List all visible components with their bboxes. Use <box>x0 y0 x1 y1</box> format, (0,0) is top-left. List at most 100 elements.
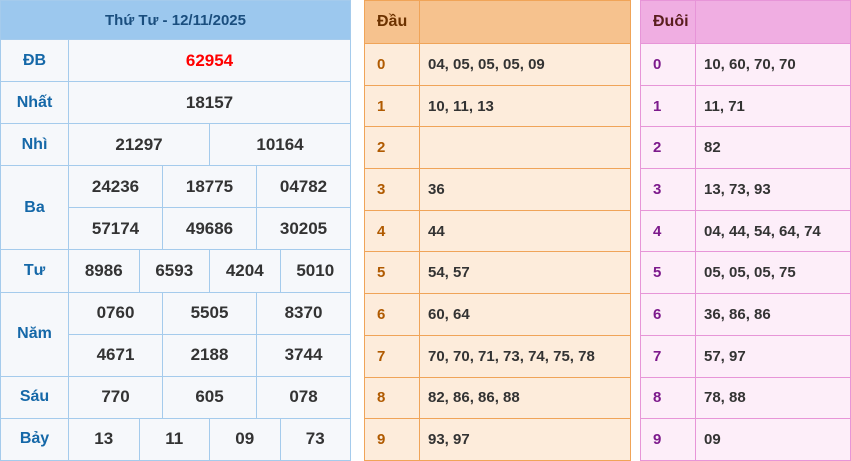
table-row: 4 44 <box>364 209 631 253</box>
prize-tu-value: 6593 <box>138 249 210 293</box>
dau-values: 54, 57 <box>419 251 631 295</box>
table-row: 0 04, 05, 05, 05, 09 <box>364 43 631 86</box>
table-row: 57174 49686 30205 <box>1 207 351 251</box>
table-row: 2 <box>364 126 631 170</box>
prize-nam-value: 3744 <box>256 333 351 377</box>
prize-db-value: 62954 <box>68 38 351 83</box>
duoi-digit: 4 <box>640 209 696 253</box>
table-row: Nhất 18157 <box>0 81 351 125</box>
table-row: Thứ Tư - 12/11/2025 <box>0 0 351 40</box>
dau-values: 93, 97 <box>419 418 631 461</box>
duoi-values: 11, 71 <box>695 84 851 128</box>
dau-values: 82, 86, 86, 88 <box>419 376 631 420</box>
duoi-values: 57, 97 <box>695 334 851 378</box>
table-row: 3 13, 73, 93 <box>640 168 851 211</box>
duoi-digit: 1 <box>640 84 696 128</box>
table-row: ĐB 62954 <box>0 38 351 83</box>
table-row: 4 04, 44, 54, 64, 74 <box>640 209 851 253</box>
dau-table: Đầu 0 04, 05, 05, 05, 09 1 10, 11, 13 2 … <box>364 0 631 461</box>
dau-values: 70, 70, 71, 73, 74, 75, 78 <box>419 334 631 378</box>
dau-header-spacer <box>419 0 631 44</box>
prize-nhat-value: 18157 <box>68 81 351 125</box>
dau-digit: 7 <box>364 334 420 378</box>
table-row: 1 11, 71 <box>640 84 851 128</box>
table-row: 2 82 <box>640 126 851 170</box>
duoi-values: 13, 73, 93 <box>695 168 851 211</box>
duoi-values: 04, 44, 54, 64, 74 <box>695 209 851 253</box>
table-row: 7 57, 97 <box>640 334 851 378</box>
dau-digit: 6 <box>364 293 420 336</box>
prize-label-tu: Tư <box>0 249 69 293</box>
dau-values: 44 <box>419 209 631 253</box>
table-row: 7 70, 70, 71, 73, 74, 75, 78 <box>364 334 631 378</box>
prize-bay-value: 09 <box>209 417 281 461</box>
table-row: 0 10, 60, 70, 70 <box>640 43 851 86</box>
table-row: Đuôi <box>640 0 851 44</box>
dau-values: 10, 11, 13 <box>419 84 631 128</box>
results-table: Thứ Tư - 12/11/2025 ĐB 62954 Nhất 18157 … <box>0 0 351 461</box>
prize-nam-value: 0760 <box>68 291 163 335</box>
prize-nam-value: 5505 <box>162 291 257 335</box>
dau-digit: 2 <box>364 126 420 170</box>
dau-values <box>419 126 631 170</box>
dau-digit: 9 <box>364 418 420 461</box>
prize-bay-value: 11 <box>138 417 210 461</box>
table-row: 8 82, 86, 86, 88 <box>364 376 631 420</box>
prize-nam-value: 4671 <box>68 333 163 377</box>
duoi-digit: 8 <box>640 376 696 420</box>
table-row: 1 10, 11, 13 <box>364 84 631 128</box>
duoi-values: 10, 60, 70, 70 <box>695 43 851 86</box>
duoi-header: Đuôi <box>640 0 696 44</box>
prize-nam-value: 8370 <box>256 291 351 335</box>
duoi-values: 36, 86, 86 <box>695 293 851 336</box>
duoi-digit: 9 <box>640 418 696 461</box>
dau-header: Đầu <box>364 0 420 44</box>
duoi-header-spacer <box>695 0 851 44</box>
duoi-values: 05, 05, 05, 75 <box>695 251 851 295</box>
table-row: Đầu <box>364 0 631 44</box>
prize-label-nam: Năm <box>0 291 69 377</box>
prize-label-ba: Ba <box>0 165 69 251</box>
prize-ba-value: 30205 <box>256 207 351 251</box>
prize-label-bay: Bảy <box>0 417 69 461</box>
table-row: 3 36 <box>364 168 631 211</box>
prize-ba-value: 49686 <box>162 207 257 251</box>
dau-digit: 4 <box>364 209 420 253</box>
prize-label-nhi: Nhì <box>0 123 69 167</box>
table-row: Ba 24236 18775 04782 <box>0 165 351 251</box>
table-row: 6 36, 86, 86 <box>640 293 851 336</box>
prize-nhi-value: 10164 <box>209 123 351 167</box>
prize-bay-value: 73 <box>279 417 351 461</box>
duoi-digit: 2 <box>640 126 696 170</box>
duoi-digit: 6 <box>640 293 696 336</box>
prize-tu-value: 4204 <box>209 249 281 293</box>
prize-bay-value: 13 <box>68 417 140 461</box>
duoi-digit: 7 <box>640 334 696 378</box>
duoi-digit: 0 <box>640 43 696 86</box>
duoi-values: 78, 88 <box>695 376 851 420</box>
prize-label-nhat: Nhất <box>0 81 69 125</box>
table-row: 5 05, 05, 05, 75 <box>640 251 851 295</box>
dau-values: 04, 05, 05, 05, 09 <box>419 43 631 86</box>
table-row: Tư 8986 6593 4204 5010 <box>0 249 351 293</box>
dau-digit: 1 <box>364 84 420 128</box>
table-row: 4671 2188 3744 <box>1 333 351 377</box>
prize-sau-value: 770 <box>68 375 163 419</box>
prize-label-sau: Sáu <box>0 375 69 419</box>
duoi-digit: 5 <box>640 251 696 295</box>
results-date-header: Thứ Tư - 12/11/2025 <box>0 0 351 40</box>
prize-tu-value: 5010 <box>279 249 351 293</box>
prize-tu-value: 8986 <box>68 249 140 293</box>
table-row: Sáu 770 605 078 <box>0 375 351 419</box>
prize-ba-value: 18775 <box>162 165 257 209</box>
prize-nam-value: 2188 <box>162 333 257 377</box>
dau-digit: 5 <box>364 251 420 295</box>
table-row: Nhì 21297 10164 <box>0 123 351 167</box>
dau-digit: 8 <box>364 376 420 420</box>
prize-sau-value: 605 <box>162 375 257 419</box>
table-row: 8 78, 88 <box>640 376 851 420</box>
duoi-values: 09 <box>695 418 851 461</box>
dau-values: 36 <box>419 168 631 211</box>
table-row: 5 54, 57 <box>364 251 631 295</box>
